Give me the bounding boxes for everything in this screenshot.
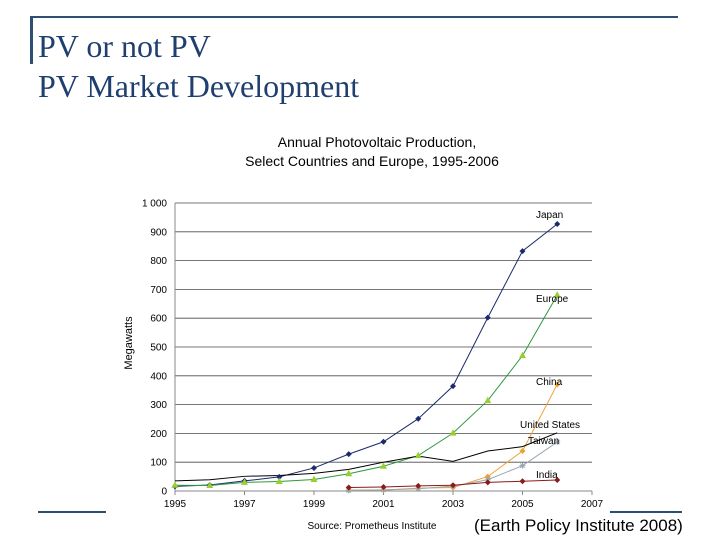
- bottom-rule-left: [38, 511, 106, 513]
- marker-japan-2006: [554, 221, 561, 228]
- y-tick-label-400: 400: [150, 371, 167, 382]
- marker-europe-2000: [345, 469, 353, 477]
- marker-japan-2000: [345, 451, 352, 458]
- marker-europe-2005: [519, 351, 526, 359]
- marker-europe-1996: [206, 481, 214, 489]
- series-label-china: China: [536, 377, 563, 388]
- marker-india-2002: [415, 482, 422, 489]
- marker-europe-2001: [380, 462, 387, 469]
- slide-title-line-2: PV Market Development: [38, 68, 360, 104]
- marker-europe-1997: [241, 478, 248, 485]
- series-label-japan: Japan: [536, 210, 563, 221]
- marker-japan-1999: [311, 464, 317, 471]
- series-line-united-states: [174, 432, 558, 482]
- y-tick-label-600: 600: [150, 314, 167, 325]
- slide-title: PV or not PV PV Market Development: [38, 26, 359, 106]
- y-axis-label: Megawatts: [123, 316, 135, 370]
- credit-text: (Earth Policy Institute 2008): [474, 516, 683, 535]
- marker-europe-2006: [553, 291, 561, 298]
- bottom-rule-right: [610, 511, 682, 513]
- chart-title-line-2: Select Countries and Europe, 1995-2006: [245, 153, 499, 169]
- series-label-taiwan: Taiwan: [528, 436, 559, 447]
- series-labels: Japan Europe China United States Taiwan India: [520, 210, 580, 481]
- marker-europe-1999: [310, 475, 318, 482]
- marker-india-2005: [519, 478, 526, 485]
- y-tick-label-800: 800: [150, 256, 167, 267]
- marker-japan-2004: [484, 314, 491, 321]
- marker-india-2004: [484, 479, 491, 486]
- marker-europe-1995: [171, 481, 179, 488]
- title-frame-top-rule: [30, 16, 678, 18]
- tick-labels: 0 100 200 300 400 500 600 700 800 900 1 000 1995 199…: [142, 199, 604, 511]
- series-line-china: [348, 384, 558, 491]
- marker-china-2006: [554, 381, 561, 388]
- marker-japan-2003: [450, 383, 456, 390]
- y-tick-label-100: 100: [150, 458, 167, 469]
- marker-japan-1998: [276, 473, 283, 480]
- series-label-europe: Europe: [536, 294, 569, 305]
- marker-india-2000: [345, 484, 352, 491]
- series-label-united-states: United States: [520, 420, 580, 431]
- y-tick-label-200: 200: [150, 429, 167, 440]
- chart-source: Source: Prometheus Institute: [308, 521, 437, 532]
- chart-title-line-1: Annual Photovoltaic Production,: [278, 134, 476, 150]
- x-tick-label-2001: 2001: [372, 499, 395, 510]
- series-lines: [174, 223, 558, 491]
- marker-taiwan-2006: [554, 439, 561, 446]
- x-tick-label-1999: 1999: [303, 499, 326, 510]
- marker-india-2006: [554, 477, 561, 484]
- slide-title-line-1: PV or not PV: [38, 28, 211, 64]
- title-frame-left-rule: [30, 16, 33, 64]
- x-tick-label-2003: 2003: [442, 499, 465, 510]
- series-markers: [171, 221, 561, 494]
- series-line-europe: [174, 294, 558, 487]
- x-tick-label-1997: 1997: [233, 499, 256, 510]
- x-tick-label-2005: 2005: [511, 499, 534, 510]
- marker-europe-2002: [414, 451, 422, 459]
- marker-japan-2001: [380, 438, 387, 445]
- marker-india-2003: [450, 482, 456, 489]
- series-line-japan: [174, 223, 558, 487]
- y-tick-label-300: 300: [150, 400, 167, 411]
- y-tick-label-0: 0: [161, 487, 167, 498]
- axes: [174, 203, 593, 495]
- y-tick-label-900: 900: [150, 227, 167, 238]
- marker-europe-2004: [484, 396, 492, 404]
- y-tick-label-700: 700: [150, 285, 167, 296]
- gridlines: [175, 202, 592, 463]
- marker-europe-2003: [449, 429, 457, 436]
- x-tick-label-1995: 1995: [164, 499, 187, 510]
- series-label-india: India: [536, 470, 558, 481]
- marker-taiwan-2005: [519, 462, 526, 469]
- x-tick-label-2007: 2007: [581, 499, 604, 510]
- marker-india-2001: [380, 483, 387, 490]
- y-tick-label-1000: 1 000: [142, 199, 167, 210]
- y-tick-label-500: 500: [150, 343, 167, 354]
- marker-china-2005: [519, 447, 526, 454]
- marker-japan-2002: [415, 415, 422, 422]
- marker-europe-1998: [275, 477, 283, 484]
- marker-japan-2005: [519, 248, 526, 255]
